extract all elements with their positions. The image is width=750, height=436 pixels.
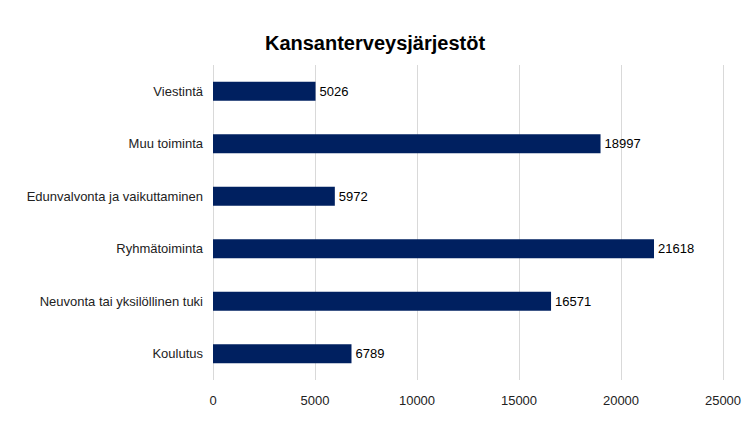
svg-text:18997: 18997 [605, 136, 641, 151]
svg-text:25000: 25000 [705, 393, 741, 408]
svg-text:6789: 6789 [355, 346, 384, 361]
svg-text:16571: 16571 [555, 294, 591, 309]
svg-text:Muu toiminta: Muu toiminta [129, 136, 204, 151]
svg-text:Koulutus: Koulutus [152, 346, 203, 361]
svg-text:Viestintä: Viestintä [153, 84, 203, 99]
svg-text:5972: 5972 [339, 189, 368, 204]
svg-text:Ryhmätoiminta: Ryhmätoiminta [116, 241, 203, 256]
svg-text:20000: 20000 [603, 393, 639, 408]
svg-text:5000: 5000 [301, 393, 330, 408]
svg-text:0: 0 [209, 393, 216, 408]
svg-text:5026: 5026 [320, 84, 349, 99]
svg-text:10000: 10000 [399, 393, 435, 408]
svg-text:Neuvonta tai yksilöllinen tuki: Neuvonta tai yksilöllinen tuki [40, 294, 203, 309]
svg-text:Edunvalvonta ja vaikuttaminen: Edunvalvonta ja vaikuttaminen [27, 189, 203, 204]
svg-text:21618: 21618 [658, 241, 694, 256]
svg-text:15000: 15000 [501, 393, 537, 408]
svg-text:Kansanterveysjärjestöt: Kansanterveysjärjestöt [265, 32, 485, 54]
